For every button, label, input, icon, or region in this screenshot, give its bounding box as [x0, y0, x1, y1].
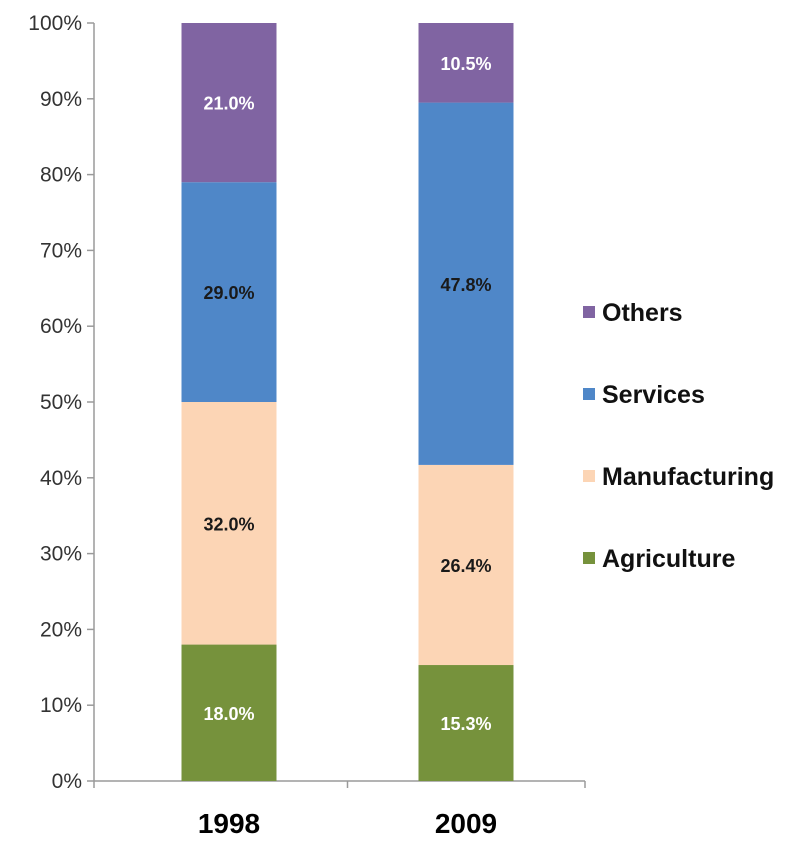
data-label-others: 21.0%: [203, 94, 254, 114]
y-tick-label: 10%: [40, 694, 82, 717]
y-tick-label: 90%: [40, 88, 82, 111]
x-category-label: 1998: [198, 808, 260, 839]
legend-swatch-others: [583, 306, 595, 318]
legend-swatch-services: [583, 388, 595, 400]
bar-segment-services: [181, 182, 277, 402]
bar-segment-manufacturing: [181, 402, 277, 645]
legend-swatch-agriculture: [583, 552, 595, 564]
legend-label-others: Others: [602, 299, 683, 327]
chart-legend: Others Services Manufacturing Agriculture: [583, 299, 774, 573]
legend-label-manufacturing: Manufacturing: [602, 463, 774, 491]
data-label-services: 29.0%: [203, 283, 254, 303]
bar-segment-agriculture: [418, 665, 514, 781]
y-tick-label: 50%: [40, 391, 82, 414]
y-tick-label: 20%: [40, 618, 82, 641]
data-label-others: 10.5%: [440, 54, 491, 74]
legend-label-agriculture: Agriculture: [602, 545, 735, 573]
data-label-manufacturing: 26.4%: [440, 556, 491, 576]
y-tick-label: 0%: [52, 770, 82, 793]
bar-segment-services: [418, 102, 514, 465]
bar-segment-agriculture: [181, 644, 277, 781]
bar-segment-manufacturing: [418, 464, 514, 666]
data-label-agriculture: 15.3%: [440, 714, 491, 734]
legend-label-services: Services: [602, 381, 705, 409]
y-tick-label: 80%: [40, 164, 82, 187]
bar-segment-others: [181, 23, 277, 183]
y-tick-label: 60%: [40, 315, 82, 338]
data-label-agriculture: 18.0%: [203, 704, 254, 724]
chart-bars: [181, 23, 514, 781]
chart-data-labels: 18.0% 32.0% 29.0% 21.0% 15.3% 26.4% 47.8% 10.5%: [203, 54, 491, 734]
data-label-services: 47.8%: [440, 275, 491, 295]
y-tick-label: 40%: [40, 467, 82, 490]
x-category-label: 2009: [435, 808, 497, 839]
legend-swatch-manufacturing: [583, 470, 595, 482]
data-label-manufacturing: 32.0%: [203, 514, 254, 534]
y-tick-label: 30%: [40, 543, 82, 566]
bar-segment-others: [418, 23, 514, 103]
y-tick-label: 70%: [40, 239, 82, 262]
y-tick-label: 100%: [28, 12, 82, 35]
chart-axes: 0% 10% 20% 30% 40% 50% 60% 70% 80% 90% 100% 1998 200…: [28, 12, 586, 839]
